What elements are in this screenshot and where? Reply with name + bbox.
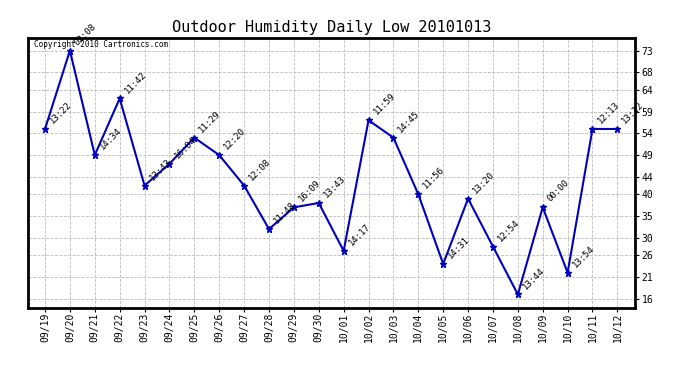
Text: Copyright 2010 Cartronics.com: Copyright 2010 Cartronics.com bbox=[34, 40, 168, 49]
Text: 13:12: 13:12 bbox=[620, 100, 646, 126]
Text: 14:34: 14:34 bbox=[98, 126, 123, 152]
Text: 11:59: 11:59 bbox=[371, 92, 397, 117]
Text: 11:29: 11:29 bbox=[197, 109, 223, 134]
Text: 11:56: 11:56 bbox=[422, 165, 446, 191]
Text: 12:54: 12:54 bbox=[496, 217, 522, 243]
Text: 14:45: 14:45 bbox=[396, 109, 422, 134]
Text: 13:43: 13:43 bbox=[148, 157, 173, 182]
Text: 14:31: 14:31 bbox=[446, 235, 471, 261]
Text: 00:00: 00:00 bbox=[546, 178, 571, 204]
Text: 13:54: 13:54 bbox=[571, 244, 596, 269]
Text: 12:13: 12:13 bbox=[595, 100, 621, 126]
Text: 16:04: 16:04 bbox=[172, 135, 198, 160]
Text: 13:22: 13:22 bbox=[48, 100, 73, 126]
Title: Outdoor Humidity Daily Low 20101013: Outdoor Humidity Daily Low 20101013 bbox=[172, 20, 491, 35]
Text: 14:17: 14:17 bbox=[346, 222, 372, 248]
Text: 16:09: 16:09 bbox=[297, 178, 322, 204]
Text: 13:20: 13:20 bbox=[471, 170, 496, 195]
Text: 12:08: 12:08 bbox=[247, 157, 273, 182]
Text: 13:43: 13:43 bbox=[322, 174, 347, 200]
Text: 02:08: 02:08 bbox=[73, 22, 98, 47]
Text: 11:48: 11:48 bbox=[272, 200, 297, 226]
Text: 11:42: 11:42 bbox=[123, 70, 148, 95]
Text: 12:20: 12:20 bbox=[222, 126, 248, 152]
Text: 13:44: 13:44 bbox=[521, 266, 546, 291]
